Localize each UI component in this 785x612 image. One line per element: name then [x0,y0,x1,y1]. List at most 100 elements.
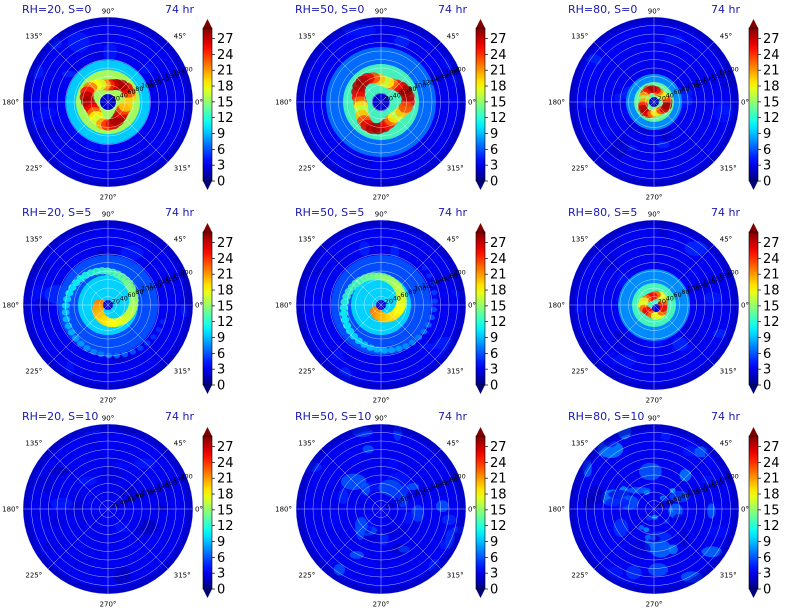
angle-tick-label: 0° [195,302,203,310]
field-blob [380,347,389,354]
radial-tick-label: 200 [726,65,738,73]
colorbar-extend-max [476,223,485,232]
radial-tick-label: 120 [695,485,707,493]
radial-tick-label: 200 [726,472,738,480]
angle-tick-label: 270° [646,397,663,405]
angle-tick-label: 90° [102,415,114,423]
field-blob [72,487,84,506]
radial-tick-label: 40 [120,294,128,302]
field-blob [424,322,432,328]
angle-tick-label: 0° [741,302,749,310]
angle-tick-label: 0° [468,302,476,310]
angle-tick-label: 315° [720,571,737,579]
field-blob [712,329,727,338]
grid-spoke [47,41,109,103]
colorbar-tick-label: 3 [490,159,498,174]
angle-tick-label: 315° [174,571,191,579]
radial-tick-label: 120 [422,281,434,289]
angle-tick-label: 45° [174,33,186,41]
angle-tick-label: 90° [648,211,660,219]
angle-tick-label: 270° [646,601,663,609]
field-blob [61,302,70,309]
field-blob [706,525,729,539]
field-blob [83,345,91,352]
colorbar-gradient [749,436,758,589]
field-blob [113,352,121,359]
panel-time-label: 74 hr [165,3,194,16]
field-blob [689,146,700,154]
panel-time-label: 74 hr [438,410,467,423]
radial-tick-label: 180 [445,272,457,280]
angle-tick-label: 45° [720,236,732,244]
field-blob [72,335,80,342]
grid-spoke [653,244,715,306]
colorbar-tick-label: 15 [217,299,234,314]
radial-tick-label: 100 [141,489,153,497]
field-blob [148,538,164,547]
colorbar-tick-label: 0 [217,379,225,394]
field-blob [362,445,374,454]
colorbar-tick-label: 18 [763,488,780,503]
field-blob [83,527,107,538]
colorbar-tick-label: 27 [763,440,780,455]
field-blob [120,245,144,261]
field-blob [435,500,449,513]
colorbar-tick-label: 15 [490,299,507,314]
field-blob [103,42,117,61]
angle-tick-label: 135° [25,236,42,244]
radial-tick-label: 100 [687,285,699,293]
field-blob [62,315,71,323]
colorbar-tick-label: 21 [490,472,507,487]
radial-tick-label: 80 [408,85,416,93]
radial-tick-label: 180 [718,476,730,484]
radial-tick-label: 120 [422,78,434,86]
colorbar-frame [202,27,213,182]
field-blob [386,458,399,472]
colorbar-gradient [203,28,212,181]
grid-spoke [593,508,655,570]
angle-tick-label: 315° [447,164,464,172]
radial-tick-label: 100 [687,82,699,90]
radial-tick-label: 60 [127,495,135,503]
angle-tick-label: 135° [298,236,315,244]
radial-tick-label: 60 [673,495,681,503]
radial-tick-label: 140 [703,278,715,286]
radial-tick-label: 100 [687,489,699,497]
field-blob [649,535,656,541]
field-blob [119,511,144,531]
field-blob [373,346,382,353]
field-blob [442,96,463,116]
colorbar-gradient [476,232,485,385]
field-blob [35,474,57,493]
grid-spoke [593,448,655,510]
field-blob [84,139,98,152]
angle-tick-label: 225° [25,367,42,375]
radial-tick-label: 160 [711,479,723,487]
field-blob [360,341,369,348]
grid-spoke [47,101,109,163]
angle-tick-label: 270° [100,397,117,405]
colorbar-extend-max [203,19,212,28]
colorbar-tick-label: 3 [763,567,771,582]
colorbar-tick-label: 0 [763,379,771,394]
colorbar-tick-label: 18 [763,284,780,299]
panel-title: RH=20, S=5 [22,206,91,219]
angle-tick-label: 180° [548,506,565,514]
field-blob [68,284,77,291]
field-blob [155,327,162,333]
grid-spoke [593,304,655,366]
colorbar-tick-label: 12 [763,519,780,534]
colorbar-extend-min [203,385,212,394]
grid-spoke [320,448,382,510]
field-blob [672,337,688,351]
field-blob [67,32,90,53]
field-blob [61,309,70,316]
radial-tick-label: 20 [112,298,120,306]
field-blob [420,328,428,335]
colorbar-tick-label: 6 [763,551,771,566]
grid-spoke [107,448,169,510]
colorbar-tick-label: 12 [490,519,507,534]
field-blob [664,35,685,45]
